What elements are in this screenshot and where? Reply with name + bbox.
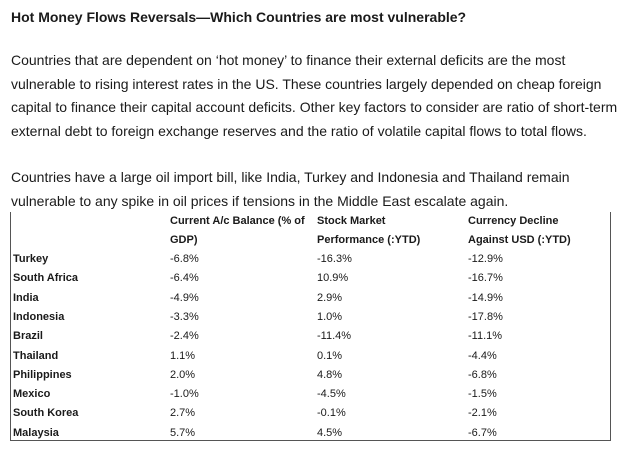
- paragraph-line: external debt to foreign exchange reserv…: [11, 122, 587, 139]
- paragraph-line: vulnerable to any spike in oil prices if…: [11, 192, 509, 209]
- table-cell-currency: -6.7%: [468, 426, 497, 439]
- table-cell-current-account: -1.0%: [170, 388, 199, 401]
- table-cell-currency: -4.4%: [468, 349, 497, 362]
- header-stock-market-2: Performance (:YTD): [317, 234, 421, 246]
- table-cell-stock-market: 2.9%: [317, 291, 343, 304]
- table-cell-current-account: -4.9%: [170, 291, 199, 304]
- table-cell-currency: -17.8%: [468, 310, 503, 323]
- paragraph-line: Countries have a large oil import bill, …: [11, 169, 570, 185]
- table-cell-current-account: -3.3%: [170, 310, 199, 323]
- paragraph-line: vulnerable to rising interest rates in t…: [11, 75, 602, 92]
- table-row-country: Philippines: [13, 368, 72, 381]
- table-cell-currency: -14.9%: [468, 291, 503, 304]
- table-cell-current-account: 2.0%: [170, 368, 196, 381]
- table-cell-currency: -2.1%: [468, 407, 497, 420]
- table-row-country: Turkey: [13, 253, 49, 265]
- table-cell-current-account: 5.7%: [170, 426, 196, 439]
- table-row-country: Indonesia: [13, 310, 65, 323]
- intro-paragraph: Countries that are dependent on ‘hot mon…: [11, 49, 617, 143]
- page-title: Hot Money Flows Reversals—Which Countrie…: [11, 9, 467, 25]
- header-stock-market: Stock Market: [317, 215, 386, 227]
- table-cell-currency: -1.5%: [468, 388, 497, 401]
- table-row-country: Thailand: [13, 349, 59, 362]
- table-row-country: South Africa: [13, 272, 78, 285]
- table-cell-current-account: 2.7%: [170, 407, 196, 420]
- table-cell-stock-market: 0.1%: [317, 349, 343, 362]
- table-row-country: South Korea: [13, 407, 79, 420]
- table-row-country: India: [13, 291, 39, 304]
- table-cell-current-account: -2.4%: [170, 330, 199, 343]
- table-cell-stock-market: -11.4%: [317, 330, 352, 343]
- header-current-account: Current A/c Balance (% of: [170, 215, 305, 227]
- vulnerability-table: Current A/c Balance (% of GDP) Stock Mar…: [10, 212, 611, 441]
- header-currency: Currency Decline: [468, 215, 559, 227]
- table-cell-stock-market: 4.8%: [317, 368, 343, 381]
- paragraph-line: Countries that are dependent on ‘hot mon…: [11, 52, 566, 68]
- table-cell-stock-market: 4.5%: [317, 426, 343, 439]
- table-cell-stock-market: -16.3%: [317, 253, 352, 265]
- header-currency-2: Against USD (:YTD): [468, 234, 571, 246]
- table-cell-stock-market: -0.1%: [317, 407, 346, 420]
- table-cell-current-account: -6.4%: [170, 272, 199, 285]
- paragraph-line: capital to finance their capital account…: [11, 99, 618, 115]
- table-row-country: Malaysia: [13, 426, 59, 439]
- table-cell-current-account: 1.1%: [170, 349, 196, 362]
- table-cell-currency: -16.7%: [468, 272, 503, 285]
- oil-paragraph: Countries have a large oil import bill, …: [11, 166, 570, 213]
- header-current-account-2: GDP): [170, 234, 198, 246]
- table-cell-stock-market: 10.9%: [317, 272, 349, 285]
- table-cell-current-account: -6.8%: [170, 253, 199, 265]
- table-cell-currency: -6.8%: [468, 368, 497, 381]
- table-cell-currency: -12.9%: [468, 253, 503, 265]
- table-row-country: Mexico: [13, 388, 51, 401]
- table-cell-stock-market: 1.0%: [317, 310, 343, 323]
- table-cell-currency: -11.1%: [468, 330, 503, 343]
- table-row-country: Brazil: [13, 330, 43, 343]
- table-cell-stock-market: -4.5%: [317, 388, 346, 401]
